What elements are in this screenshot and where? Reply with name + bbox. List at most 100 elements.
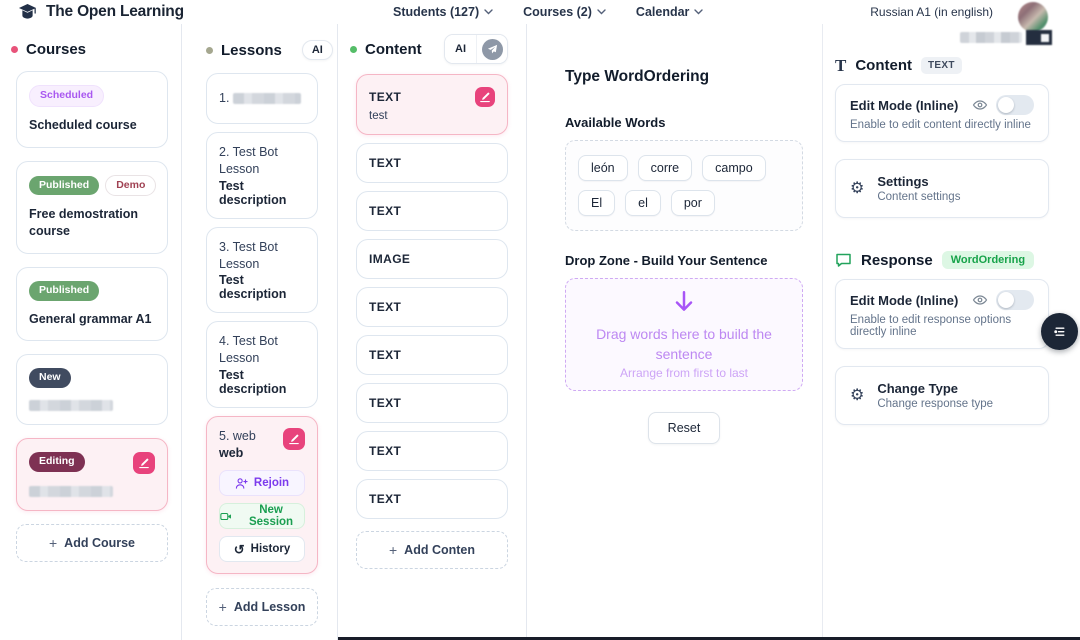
send-telegram-button[interactable] — [476, 35, 507, 63]
lessons-list: 1. 2. Test Bot Lesson Test description 3… — [182, 73, 337, 626]
change-type-hint: Change response type — [877, 398, 994, 410]
word-chip[interactable]: por — [670, 190, 715, 216]
exercise-preview-panel: Type WordOrdering Available Words león c… — [527, 24, 823, 640]
content-ai-button[interactable]: AI — [445, 35, 476, 63]
course-title: Scheduled course — [29, 117, 137, 132]
response-type-badge: WordOrdering — [941, 251, 1035, 269]
plus-icon: + — [218, 599, 227, 615]
response-edit-mode-card: Edit Mode (Inline) Enable to edit respon… — [835, 279, 1049, 349]
history-button[interactable]: ↺ History — [219, 536, 305, 562]
plus-icon: + — [388, 542, 398, 558]
graduation-cap-logo-icon — [18, 3, 37, 19]
person-plus-icon — [235, 477, 248, 489]
gear-icon: ⚙ — [850, 179, 865, 197]
eye-icon[interactable] — [972, 97, 988, 113]
content-type-label: TEXT — [369, 396, 402, 410]
word-chip[interactable]: león — [578, 155, 628, 181]
content-type-label: TEXT — [369, 300, 402, 314]
content-title: Content — [365, 40, 422, 58]
demo-badge: Demo — [105, 174, 157, 197]
add-course-label: Add Course — [64, 536, 136, 551]
settings-title: Settings — [877, 174, 929, 189]
lesson-description: Test description — [219, 178, 287, 207]
course-title: General grammar A1 — [29, 311, 152, 326]
content-card[interactable]: TEXT — [356, 431, 508, 471]
nav-courses[interactable]: Courses (2) — [523, 5, 606, 19]
change-type-card[interactable]: ⚙ Change Type Change response type — [835, 366, 1049, 425]
course-card-demo[interactable]: Published Demo Free demostration course — [16, 160, 168, 254]
rejoin-button[interactable]: Rejoin — [219, 470, 305, 496]
content-settings-card[interactable]: ⚙ Settings Content settings — [835, 159, 1049, 218]
eye-icon[interactable] — [972, 292, 988, 308]
content-card[interactable]: IMAGE — [356, 239, 508, 279]
content-card[interactable]: TEXT — [356, 287, 508, 327]
redacted-course-title — [29, 486, 113, 498]
app-title: The Open Learning — [46, 3, 184, 20]
lesson-number: 1. — [219, 91, 230, 105]
content-edit-mode-toggle[interactable] — [996, 95, 1034, 115]
add-lesson-button[interactable]: + Add Lesson — [206, 588, 318, 626]
lesson-title: 4. Test Bot Lesson — [219, 334, 278, 366]
content-card[interactable]: TEXT — [356, 143, 508, 183]
send-icon — [481, 38, 503, 60]
nav-calendar[interactable]: Calendar — [636, 5, 704, 19]
redacted-course-title — [29, 400, 113, 412]
drop-zone-label: Drop Zone - Build Your Sentence — [565, 253, 768, 268]
brand: The Open Learning — [18, 0, 184, 24]
word-chip[interactable]: corre — [637, 155, 693, 181]
content-card[interactable]: TEXT — [356, 191, 508, 231]
horizontal-scrollbar[interactable] — [338, 637, 1080, 640]
content-card[interactable]: TEXT test — [356, 74, 508, 135]
redacted-icon — [1026, 30, 1052, 45]
add-course-button[interactable]: + Add Course — [16, 524, 168, 563]
content-column: Content AI TEXT — [338, 24, 527, 640]
lessons-column: Lessons AI 1. 2. Test Bot Lesson Test de… — [182, 24, 338, 640]
edit-mode-hint: Enable to edit response options directly… — [850, 314, 1012, 338]
content-type-label: TEXT — [369, 90, 402, 104]
lesson-title: 2. Test Bot Lesson — [219, 144, 278, 176]
available-words-box: león corre campo El el por — [565, 140, 803, 231]
lesson-card-4[interactable]: 4. Test Bot Lesson Test description — [206, 321, 318, 409]
lesson-description: Test description — [219, 273, 287, 302]
drop-zone-hint: Arrange from first to last — [619, 366, 749, 381]
reset-button[interactable]: Reset — [647, 412, 721, 444]
lesson-card-1[interactable]: 1. — [206, 73, 318, 124]
redacted-lesson-title — [233, 92, 302, 104]
lessons-ai-button[interactable]: AI — [301, 40, 333, 60]
lesson-card-5-selected[interactable]: 5. web web Rejoin — [206, 416, 318, 574]
content-card[interactable]: TEXT — [356, 335, 508, 375]
courses-header: Courses — [11, 41, 181, 58]
drop-zone-text: Drag words here to build the sentence — [596, 325, 772, 362]
nav-students[interactable]: Students (127) — [393, 5, 493, 19]
response-section-header: Response WordOrdering — [835, 251, 1049, 269]
course-card-editing[interactable]: Editing — [16, 438, 168, 512]
courses-title: Courses — [26, 41, 87, 58]
content-section-header: T Content TEXT — [835, 57, 1049, 74]
response-edit-mode-toggle[interactable] — [996, 290, 1034, 310]
content-card[interactable]: TEXT — [356, 383, 508, 423]
new-session-button[interactable]: New Session — [219, 503, 305, 529]
response-options-fab[interactable] — [1041, 313, 1078, 350]
text-type-icon: T — [835, 56, 847, 75]
top-nav: Students (127) Courses (2) Calendar — [393, 0, 704, 24]
course-card-new[interactable]: New — [16, 354, 168, 426]
status-badge: New — [29, 368, 71, 389]
speech-bubble-icon — [836, 253, 851, 267]
lesson-card-3[interactable]: 3. Test Bot Lesson Test description — [206, 226, 318, 314]
edit-lesson-button[interactable] — [283, 428, 305, 451]
status-badge: Scheduled — [29, 85, 105, 107]
word-chip[interactable]: campo — [702, 155, 766, 181]
drop-zone[interactable]: Drag words here to build the sentence Ar… — [565, 278, 803, 391]
word-chip[interactable]: el — [625, 190, 661, 216]
edit-course-button[interactable] — [133, 452, 155, 475]
content-header-actions: AI — [444, 34, 508, 64]
edit-content-button[interactable] — [475, 87, 495, 107]
content-card[interactable]: TEXT — [356, 479, 508, 519]
lesson-card-2[interactable]: 2. Test Bot Lesson Test description — [206, 131, 318, 219]
course-card-scheduled[interactable]: Scheduled Scheduled course — [16, 71, 168, 148]
avatar[interactable] — [1018, 2, 1048, 32]
edit-mode-hint: Enable to edit content directly inline — [850, 119, 1031, 131]
add-content-button[interactable]: + Add Conten — [356, 531, 508, 569]
word-chip[interactable]: El — [578, 190, 616, 216]
course-card-grammar[interactable]: Published General grammar A1 — [16, 266, 168, 342]
